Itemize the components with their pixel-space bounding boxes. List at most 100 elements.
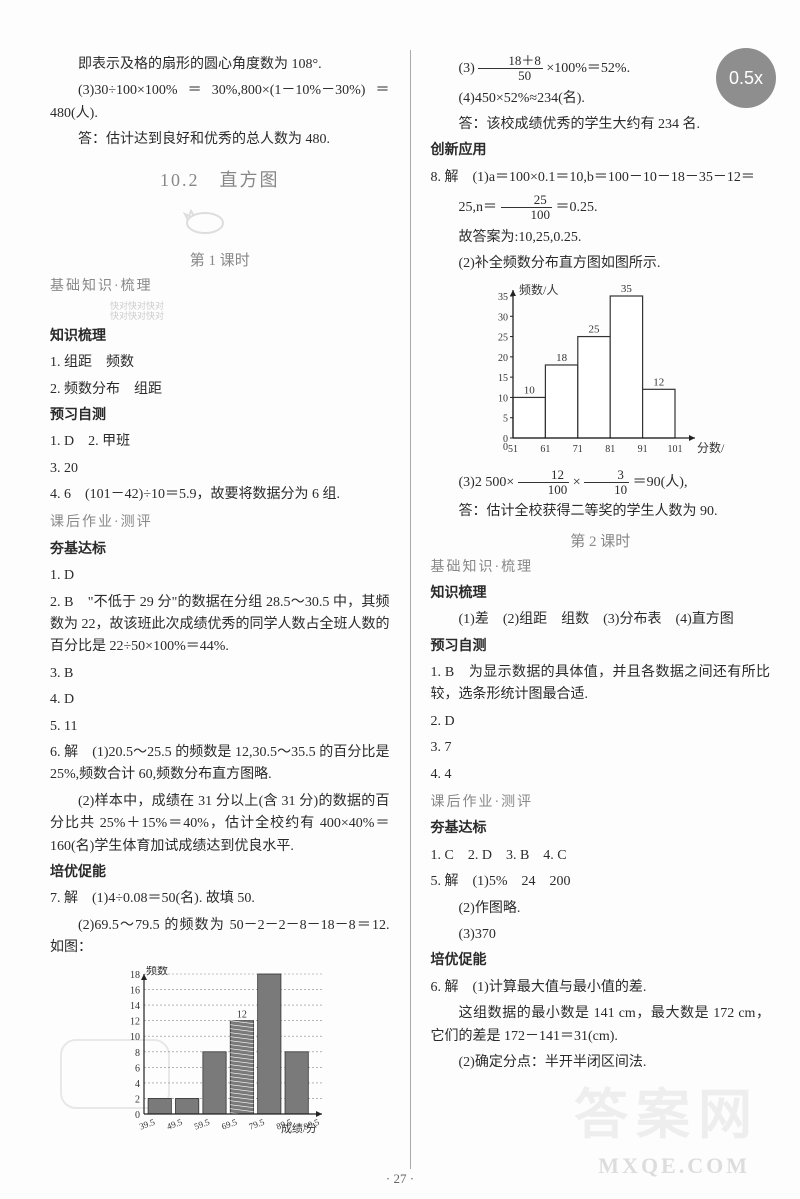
gray-heading: 课后作业·测评: [431, 792, 771, 814]
svg-text:35: 35: [621, 283, 633, 295]
text: 4. D: [50, 689, 390, 711]
svg-text:频数: 频数: [146, 966, 168, 977]
svg-text:79.5: 79.5: [247, 1116, 266, 1131]
svg-text:20: 20: [498, 352, 508, 363]
wm-line: 快对快对快对: [110, 312, 390, 322]
subhead: 夯基达标: [431, 818, 771, 840]
svg-text:25: 25: [498, 332, 508, 343]
svg-text:15: 15: [498, 373, 508, 384]
den: 10: [584, 483, 629, 497]
svg-text:71: 71: [573, 444, 583, 455]
t: ×100%＝52%.: [546, 61, 630, 76]
svg-text:频数/人: 频数/人: [519, 282, 558, 297]
text: (3) 18＋8 50 ×100%＝52%.: [431, 54, 771, 84]
text: 1. B 为显示数据的具体值，并且各数据之间还有所比较，选条形统计图最合适.: [431, 662, 771, 707]
svg-text:0: 0: [503, 442, 508, 453]
svg-text:10: 10: [524, 384, 536, 396]
gray-heading: 课后作业·测评: [50, 512, 390, 534]
svg-text:18: 18: [556, 352, 568, 364]
tiny-watermark: 快对快对快对 快对快对快对: [110, 302, 390, 322]
svg-text:35: 35: [498, 292, 508, 303]
text: (4)450×52%≈234(名).: [431, 88, 771, 110]
text: 7. 解 (1)4÷0.08＝50(名). 故填 50.: [50, 888, 390, 910]
section-title: 10.2 直方图: [50, 166, 390, 192]
text: (3)30÷100×100%＝30%,800×(1－10%－30%)＝480(人…: [50, 80, 390, 125]
svg-text:4: 4: [135, 1078, 140, 1089]
text: 答：估计达到良好和优秀的总人数为 480.: [50, 129, 390, 151]
subhead: 知识梳理: [50, 326, 390, 348]
text: 5. 11: [50, 716, 390, 738]
subhead: 培优促能: [50, 862, 390, 884]
den: 100: [518, 483, 570, 497]
svg-text:分数/分: 分数/分: [697, 440, 725, 455]
den: 50: [478, 69, 543, 83]
subhead: 知识梳理: [431, 583, 771, 605]
num: 12: [518, 468, 570, 483]
text: (2)确定分点：半开半闭区间法.: [431, 1052, 771, 1074]
text: (2)作图略.: [431, 898, 771, 920]
text: 6. 解 (1)计算最大值与最小值的差.: [431, 977, 771, 999]
subhead: 预习自测: [431, 636, 771, 658]
text: 1. 组距 频数: [50, 352, 390, 374]
text: 2. D: [431, 711, 771, 733]
num: 25: [501, 193, 553, 208]
t: ＝90(人),: [633, 475, 688, 490]
histogram-chart-2: 0510152025303510182535125161718191101频数/…: [475, 282, 725, 462]
subhead: 培优促能: [431, 950, 771, 972]
gray-heading: 基础知识·梳理: [50, 276, 390, 298]
text: 25,n＝ 25 100 ＝0.25.: [431, 193, 771, 223]
text: 4. 6 (101－42)÷10＝5.9，故要将数据分为 6 组.: [50, 484, 390, 506]
page: 即表示及格的扇形的圆心角度数为 108°. (3)30÷100×100%＝30%…: [0, 0, 800, 1199]
svg-text:5: 5: [503, 413, 508, 424]
gray-heading: 基础知识·梳理: [431, 557, 771, 579]
subhead: 预习自测: [50, 405, 390, 427]
svg-text:0: 0: [135, 1110, 140, 1121]
svg-text:8: 8: [135, 1047, 140, 1058]
svg-text:69.5: 69.5: [220, 1116, 239, 1131]
left-column: 即表示及格的扇形的圆心角度数为 108°. (3)30÷100×100%＝30%…: [50, 50, 390, 1169]
svg-text:51: 51: [508, 444, 518, 455]
lesson-title: 第 2 课时: [431, 530, 771, 551]
svg-text:2: 2: [135, 1094, 140, 1105]
lesson-title: 第 1 课时: [50, 249, 390, 270]
text: 1. D 2. 甲班: [50, 431, 390, 453]
svg-text:59.5: 59.5: [192, 1116, 211, 1131]
svg-text:12: 12: [237, 1009, 247, 1020]
text: 6. 解 (1)20.5～25.5 的频数是 12,30.5～35.5 的百分比…: [50, 742, 390, 787]
svg-text:12: 12: [654, 376, 665, 388]
histogram-chart-1: 0246810121416181239.549.559.569.579.589.…: [110, 966, 330, 1136]
text: 即表示及格的扇形的圆心角度数为 108°.: [50, 54, 390, 76]
text: 答：该校成绩优秀的学生大约有 234 名.: [431, 114, 771, 136]
text: 2. 频数分布 组距: [50, 379, 390, 401]
fraction: 18＋8 50: [478, 54, 543, 84]
right-column: (3) 18＋8 50 ×100%＝52%. (4)450×52%≈234(名)…: [431, 50, 771, 1169]
text: (1)差 (2)组距 组数 (3)分布表 (4)直方图: [431, 609, 771, 631]
subhead: 创新应用: [431, 140, 771, 162]
svg-text:91: 91: [638, 444, 648, 455]
svg-text:101: 101: [668, 444, 683, 455]
t: ＝0.25.: [556, 200, 598, 215]
text: 这组数据的最小数是 141 cm，最大数是 172 cm，它们的差是 172－1…: [431, 1003, 771, 1048]
svg-text:25: 25: [589, 323, 601, 335]
svg-text:18: 18: [130, 970, 140, 981]
fraction: 3 10: [584, 468, 629, 498]
text: (3)2 500× 12 100 × 3 10 ＝90(人),: [431, 468, 771, 498]
t: (3)2 500×: [459, 475, 515, 490]
svg-text:14: 14: [130, 1001, 140, 1012]
t: (3): [459, 61, 475, 76]
text: 答：估计全校获得二等奖的学生人数为 90.: [431, 501, 771, 523]
text: (3)370: [431, 924, 771, 946]
text: 3. B: [50, 663, 390, 685]
text: 故答案为:10,25,0.25.: [431, 227, 771, 249]
t: 25,n＝: [459, 200, 498, 215]
text: 2. B "不低于 29 分"的数据在分组 28.5～30.5 中，其频数为 2…: [50, 592, 390, 659]
page-number: · 27 ·: [386, 1171, 414, 1187]
text: 3. 20: [50, 458, 390, 480]
text: 4. 4: [431, 764, 771, 786]
text: 5. 解 (1)5% 24 200: [431, 871, 771, 893]
text: (2)样本中，成绩在 31 分以上(含 31 分)的数据的百分比共 25%＋15…: [50, 791, 390, 858]
svg-text:成绩/分: 成绩/分: [281, 1122, 317, 1135]
svg-text:39.5: 39.5: [138, 1116, 157, 1131]
fraction: 25 100: [501, 193, 553, 223]
text: 1. C 2. D 3. B 4. C: [431, 845, 771, 867]
